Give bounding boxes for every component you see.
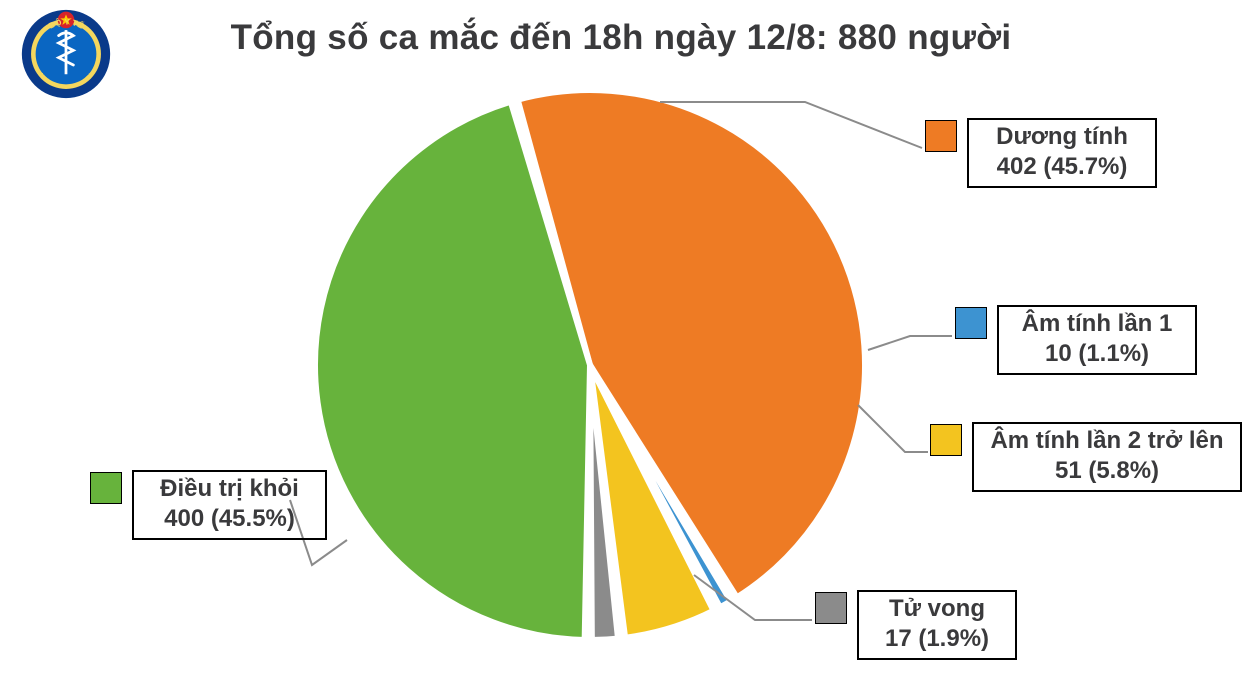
chart-stage: BỘ Y TẾ MINISTRY OF HEALTH Tổng số ca mắ… <box>0 0 1242 699</box>
legend-swatch-death <box>815 592 847 624</box>
legend-label-recovered: Điều trị khỏi <box>144 474 315 504</box>
legend-box-death: Tử vong 17 (1.9%) <box>857 590 1017 660</box>
pie-chart <box>300 75 880 655</box>
legend-value-neg1: 10 (1.1%) <box>1009 339 1185 369</box>
legend-value-positive: 402 (45.7%) <box>979 152 1145 182</box>
legend-swatch-neg2 <box>930 424 962 456</box>
legend-box-positive: Dương tính 402 (45.7%) <box>967 118 1157 188</box>
legend-swatch-positive <box>925 120 957 152</box>
legend-box-neg1: Âm tính lần 1 10 (1.1%) <box>997 305 1197 375</box>
legend-label-positive: Dương tính <box>979 122 1145 152</box>
legend-swatch-recovered <box>90 472 122 504</box>
legend-label-neg1: Âm tính lần 1 <box>1009 309 1185 339</box>
chart-title: Tổng số ca mắc đến 18h ngày 12/8: 880 ng… <box>0 18 1242 58</box>
legend-box-neg2: Âm tính lần 2 trở lên 51 (5.8%) <box>972 422 1242 492</box>
leader-line-neg1 <box>868 336 952 350</box>
legend-swatch-neg1 <box>955 307 987 339</box>
legend-entry-recovered: Điều trị khỏi 400 (45.5%) <box>90 470 327 540</box>
legend-entry-neg1: Âm tính lần 1 10 (1.1%) <box>955 305 1197 375</box>
legend-label-neg2: Âm tính lần 2 trở lên <box>984 426 1230 456</box>
pie-slices-group <box>315 90 865 640</box>
legend-entry-death: Tử vong 17 (1.9%) <box>815 590 1017 660</box>
legend-entry-positive: Dương tính 402 (45.7%) <box>925 118 1157 188</box>
legend-value-death: 17 (1.9%) <box>869 624 1005 654</box>
legend-value-neg2: 51 (5.8%) <box>984 456 1230 486</box>
legend-label-death: Tử vong <box>869 594 1005 624</box>
legend-entry-neg2: Âm tính lần 2 trở lên 51 (5.8%) <box>930 422 1242 492</box>
legend-box-recovered: Điều trị khỏi 400 (45.5%) <box>132 470 327 540</box>
legend-value-recovered: 400 (45.5%) <box>144 504 315 534</box>
